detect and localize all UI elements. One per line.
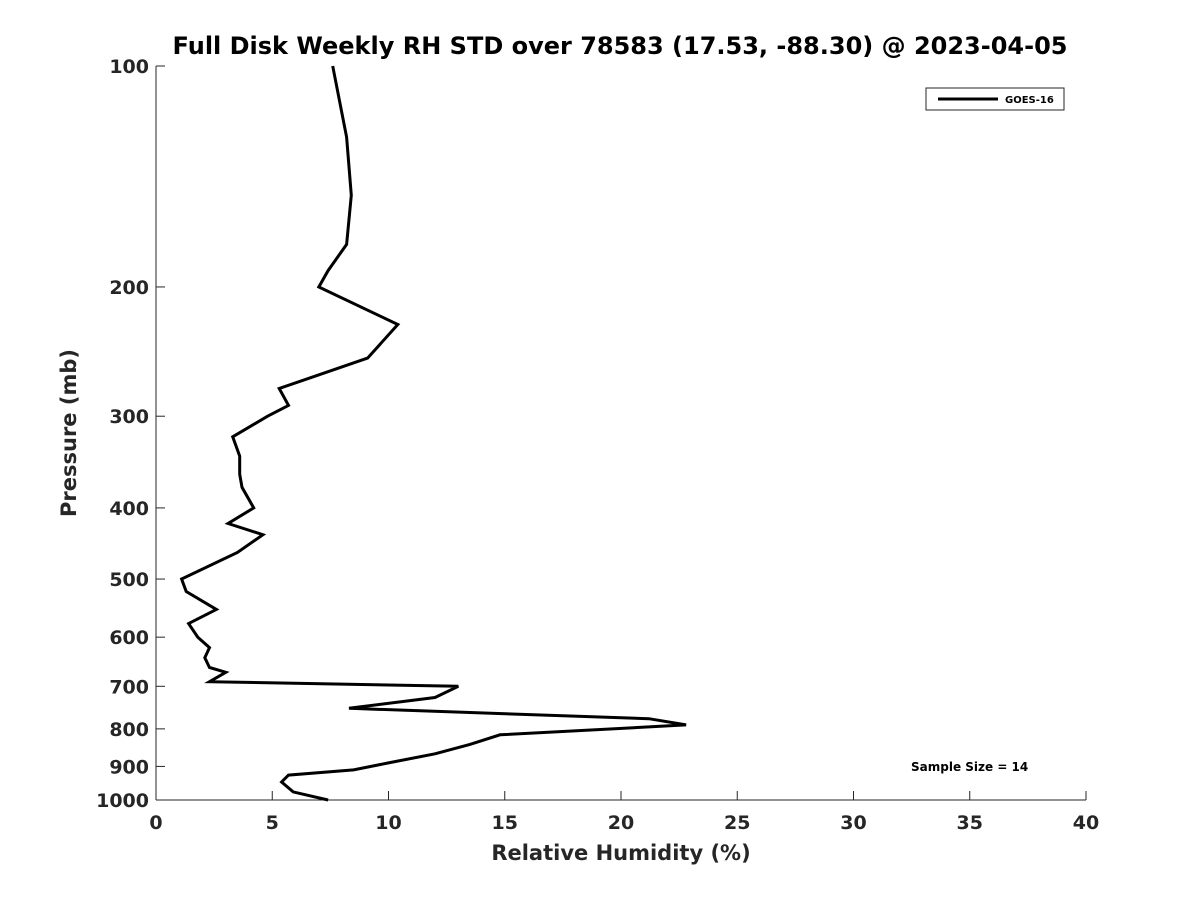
y-tick-label: 800 — [109, 719, 149, 741]
legend: GOES-16 — [925, 87, 1065, 111]
x-axis-label: Relative Humidity (%) — [491, 841, 750, 865]
x-ticks: 0 5 10 15 20 25 30 35 40 — [149, 791, 1099, 834]
y-ticks: 100 200 300 400 500 600 700 800 900 1000 — [96, 56, 165, 812]
y-tick-label: 400 — [109, 498, 149, 520]
x-tick-label: 40 — [1073, 812, 1099, 834]
x-tick-label: 20 — [608, 812, 634, 834]
series-layer — [179, 65, 687, 802]
x-tick-label: 15 — [492, 812, 518, 834]
x-tick-label: 0 — [149, 812, 162, 834]
y-axis-label: Pressure (mb) — [57, 349, 81, 517]
x-tick-label: 35 — [957, 812, 983, 834]
y-tick-label: 500 — [109, 569, 149, 591]
y-tick-label: 200 — [109, 277, 149, 299]
legend-label-goes-16: GOES-16 — [1005, 95, 1054, 106]
y-tick-label: 700 — [109, 676, 149, 698]
y-tick-label: 300 — [109, 406, 149, 428]
x-tick-label: 25 — [724, 812, 750, 834]
y-tick-label: 900 — [109, 756, 149, 778]
sample-size-annotation: Sample Size = 14 — [911, 760, 1028, 774]
y-tick-label: 600 — [109, 627, 149, 649]
x-tick-label: 5 — [266, 812, 279, 834]
x-tick-label: 10 — [375, 812, 401, 834]
x-tick-label: 30 — [840, 812, 866, 834]
chart-title: Full Disk Weekly RH STD over 78583 (17.5… — [173, 32, 1068, 60]
y-tick-label: 100 — [109, 56, 149, 78]
series-line-goes-16 — [179, 65, 687, 802]
y-tick-label: 1000 — [96, 790, 149, 812]
